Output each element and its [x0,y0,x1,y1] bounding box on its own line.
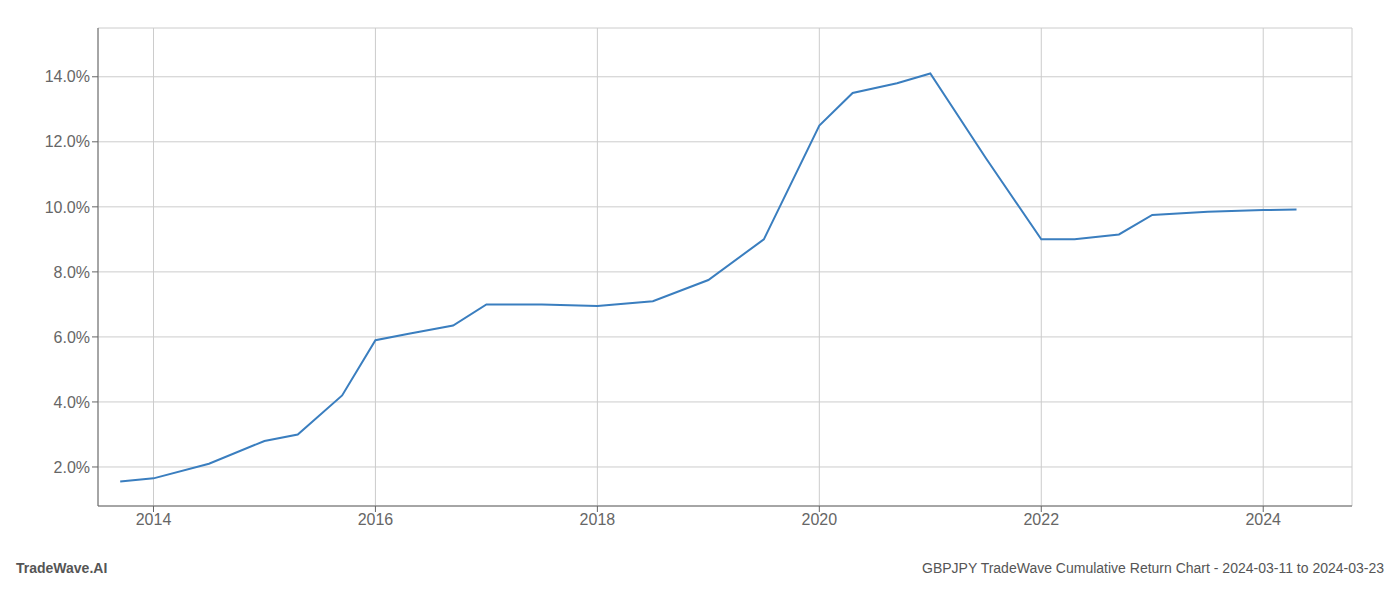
svg-text:2020: 2020 [802,511,838,528]
svg-text:12.0%: 12.0% [45,133,90,150]
svg-text:2022: 2022 [1023,511,1059,528]
svg-text:2024: 2024 [1245,511,1281,528]
svg-text:2018: 2018 [580,511,616,528]
svg-text:2016: 2016 [358,511,394,528]
svg-text:2.0%: 2.0% [54,459,90,476]
html-text:TradeWave.AI: TradeWave.AI [16,560,108,576]
svg-text:6.0%: 6.0% [54,329,90,346]
svg-text:8.0%: 8.0% [54,264,90,281]
svg-text:4.0%: 4.0% [54,394,90,411]
html-text:GBPJPY TradeWave Cumulative Re: GBPJPY TradeWave Cumulative Return Chart… [922,560,1384,576]
svg-text:14.0%: 14.0% [45,68,90,85]
svg-text:10.0%: 10.0% [45,199,90,216]
svg-text:2014: 2014 [136,511,172,528]
